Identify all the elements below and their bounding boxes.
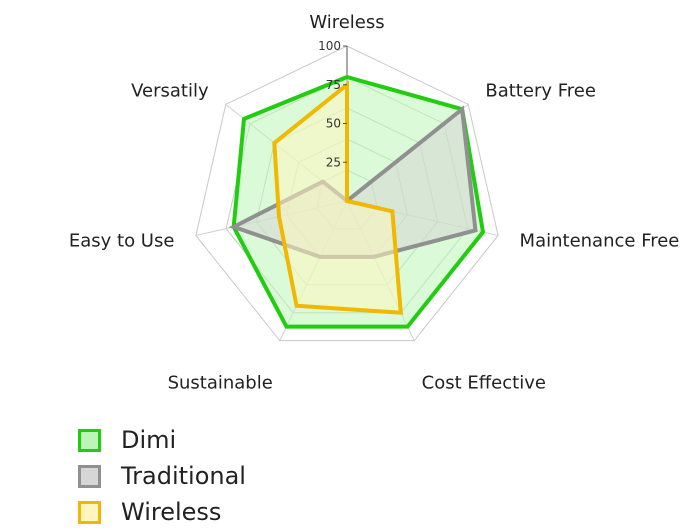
- radar-axis-labels: Wireless Battery Free Maintenance Free Cost…: [69, 12, 680, 393]
- radar-series-layer: [228, 74, 486, 329]
- series-wireless: [272, 80, 403, 315]
- legend-item-traditional[interactable]: Traditional: [78, 458, 246, 494]
- axis-label-easy-to-use: Easy to Use: [69, 230, 175, 251]
- axis-label-sustainable: Sustainable: [168, 372, 273, 393]
- legend-swatch-dimi: [78, 428, 101, 452]
- axis-label-wireless: Wireless: [309, 12, 384, 33]
- grid-ring-5: [195, 45, 499, 342]
- axis-label-battery-free: Battery Free: [485, 81, 596, 102]
- legend-label-dimi: Dimi: [121, 426, 177, 454]
- axis-label-maintenance-free: Maintenance Free: [520, 230, 680, 251]
- legend-item-wireless[interactable]: Wireless: [78, 494, 246, 530]
- radar-tick-labels: 25 50 75 100: [318, 39, 347, 169]
- tick-label-50: 50: [326, 117, 341, 131]
- tick-label-100: 100: [318, 39, 341, 53]
- tick-label-25: 25: [326, 155, 341, 169]
- axis-label-cost-effective: Cost Effective: [422, 372, 546, 393]
- legend-label-wireless: Wireless: [121, 498, 222, 526]
- legend-swatch-wireless: [78, 500, 101, 524]
- legend-label-traditional: Traditional: [121, 462, 246, 490]
- axis-label-versatily: Versatily: [131, 81, 209, 102]
- legend: Dimi Traditional Wireless: [78, 422, 246, 530]
- legend-item-dimi[interactable]: Dimi: [78, 422, 246, 458]
- tick-label-75: 75: [326, 78, 341, 92]
- legend-swatch-traditional: [78, 464, 101, 488]
